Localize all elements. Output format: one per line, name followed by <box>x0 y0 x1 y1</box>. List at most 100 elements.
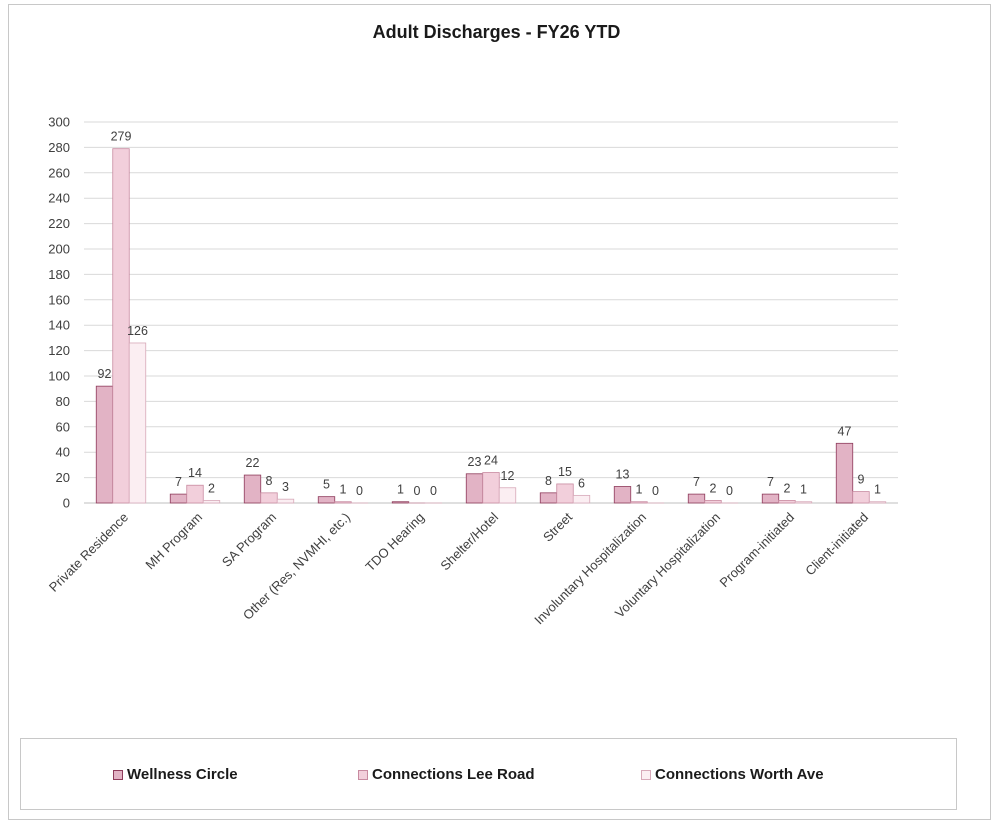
bar <box>317 496 336 504</box>
data-label: 279 <box>111 130 132 144</box>
y-tick-label: 80 <box>56 394 70 409</box>
x-tick-label: Private Residence <box>46 510 131 595</box>
y-axis-ticks: 0 20 40 60 80 100 120 140 160 180 200 220 240 260 280 3… <box>48 115 70 511</box>
bar <box>243 474 262 504</box>
y-tick-label: 300 <box>48 115 70 130</box>
data-label: 7 <box>175 475 182 489</box>
y-tick-label: 120 <box>48 343 70 358</box>
data-label: 9 <box>858 473 865 487</box>
data-label: 15 <box>558 465 572 479</box>
bar <box>465 473 484 504</box>
legend-item-connections-lee-road: Connections Lee Road <box>358 766 535 783</box>
bar <box>630 501 648 504</box>
bar <box>835 442 854 504</box>
y-tick-label: 260 <box>48 165 70 180</box>
bar <box>704 500 722 504</box>
data-label: 0 <box>652 484 659 498</box>
bar <box>186 484 204 504</box>
data-label: 3 <box>282 480 289 494</box>
x-tick-label: MH Program <box>142 510 205 573</box>
legend-item-connections-worth-ave: Connections Worth Ave <box>641 766 824 783</box>
bar <box>202 500 221 504</box>
data-label: 1 <box>340 483 347 497</box>
bar <box>572 494 591 504</box>
x-tick-label: Client-initiated <box>802 510 871 579</box>
data-label: 1 <box>874 483 881 497</box>
bar <box>391 501 410 504</box>
bar-chart-plot: 0204060801001201401601802002202402602803… <box>46 115 898 627</box>
bars <box>95 148 887 504</box>
data-label: 2 <box>784 481 791 495</box>
legend-swatch <box>641 769 651 780</box>
bar <box>868 501 887 504</box>
data-label: 126 <box>127 324 148 338</box>
data-label: 47 <box>838 424 852 438</box>
data-label: 8 <box>266 474 273 488</box>
y-tick-label: 40 <box>56 445 70 460</box>
y-tick-label: 100 <box>48 369 70 384</box>
x-axis-ticks: Private Residence MH Program SA ProgramOth… <box>46 509 871 627</box>
y-tick-label: 160 <box>48 292 70 307</box>
x-tick-label: Shelter/Hotel <box>437 509 501 573</box>
legend-label: Wellness Circle <box>127 766 238 783</box>
y-tick-label: 60 <box>56 419 70 434</box>
y-tick-label: 20 <box>56 470 70 485</box>
chart-frame <box>8 4 991 820</box>
bar <box>852 491 870 504</box>
bar <box>761 493 780 504</box>
bar <box>778 500 796 504</box>
bar <box>539 492 558 504</box>
y-tick-label: 180 <box>48 267 70 282</box>
data-label: 2 <box>710 481 717 495</box>
bar <box>687 493 706 504</box>
data-label: 8 <box>545 474 552 488</box>
legend-label: Connections Worth Ave <box>655 766 824 783</box>
chart-title: Adult Discharges - FY26 YTD <box>372 22 621 42</box>
bar <box>334 501 352 504</box>
data-label: 0 <box>726 484 733 498</box>
bar <box>128 342 147 504</box>
data-label: 0 <box>356 484 363 498</box>
bar <box>95 385 114 504</box>
legend-swatch <box>358 769 368 780</box>
data-label: 1 <box>636 483 643 497</box>
data-label: 1 <box>397 483 404 497</box>
data-label: 0 <box>430 484 437 498</box>
x-tick-label: SA Program <box>219 510 279 570</box>
data-label: 24 <box>484 454 498 468</box>
bar <box>613 486 632 504</box>
legend-label: Connections Lee Road <box>372 766 535 783</box>
data-label: 0 <box>414 484 421 498</box>
y-tick-label: 280 <box>48 140 70 155</box>
data-label: 1 <box>800 483 807 497</box>
data-label: 5 <box>323 478 330 492</box>
gridlines <box>84 121 898 504</box>
bar <box>794 501 813 504</box>
bar <box>276 498 295 504</box>
legend-swatch <box>113 769 123 780</box>
y-tick-label: 0 <box>63 496 70 511</box>
legend-item-wellness-circle: Wellness Circle <box>113 766 238 783</box>
data-label: 7 <box>767 475 774 489</box>
x-tick-label: TDO Hearing <box>362 510 427 575</box>
data-label: 13 <box>616 467 630 481</box>
data-label: 7 <box>693 475 700 489</box>
data-label: 12 <box>501 469 515 483</box>
bar <box>169 493 188 504</box>
x-tick-label: Program-initiated <box>717 510 798 591</box>
bar <box>112 148 130 504</box>
y-tick-label: 220 <box>48 216 70 231</box>
y-tick-label: 140 <box>48 318 70 333</box>
bar <box>498 487 517 504</box>
bar <box>556 483 574 504</box>
data-label: 6 <box>578 476 585 490</box>
data-label: 14 <box>188 466 202 480</box>
data-label: 92 <box>98 367 112 381</box>
data-label: 2 <box>208 481 215 495</box>
bar <box>260 492 278 504</box>
data-label: 23 <box>468 455 482 469</box>
y-tick-label: 240 <box>48 191 70 206</box>
x-tick-label: Street <box>540 509 575 544</box>
bar <box>482 472 500 504</box>
